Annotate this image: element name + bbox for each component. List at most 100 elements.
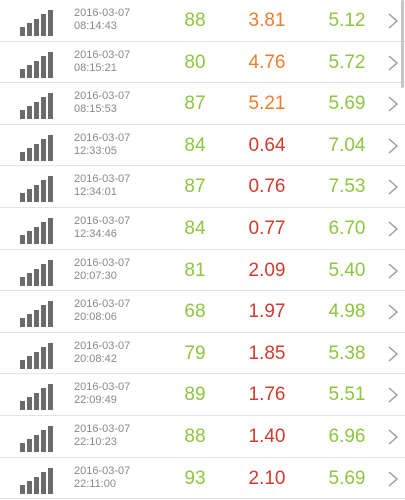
signal-strength-icon xyxy=(20,51,54,78)
chevron-right-icon[interactable] xyxy=(386,178,400,196)
date-text: 2016-03-07 xyxy=(74,339,131,352)
date-text: 2016-03-07 xyxy=(74,464,131,477)
signal-strength-icon xyxy=(20,217,54,244)
value-1: 88 xyxy=(184,425,206,447)
signal-strength-icon xyxy=(20,301,54,328)
value-1: 79 xyxy=(184,342,206,364)
signal-strength-icon xyxy=(20,134,54,161)
value-1: 87 xyxy=(184,176,206,198)
timestamp: 2016-03-07 08:15:53 xyxy=(74,90,130,116)
date-text: 2016-03-07 xyxy=(74,48,131,61)
value-2: 0.77 xyxy=(248,217,286,239)
chevron-right-icon[interactable] xyxy=(386,428,400,446)
value-1: 80 xyxy=(184,51,206,73)
signal-strength-icon xyxy=(20,384,54,411)
date-text: 2016-03-07 xyxy=(74,90,131,103)
date-text: 2016-03-07 xyxy=(74,422,131,435)
chevron-right-icon[interactable] xyxy=(386,95,400,113)
value-2: 1.85 xyxy=(248,342,286,364)
date-text: 2016-03-07 xyxy=(74,214,131,227)
value-1: 87 xyxy=(184,93,206,115)
scrollbar[interactable] xyxy=(401,0,404,88)
time-text: 08:15:21 xyxy=(74,61,117,74)
value-3: 6.70 xyxy=(328,217,366,239)
list-item[interactable]: 2016-03-07 12:33:05 84 0.64 7.04 xyxy=(0,125,405,167)
value-2: 3.81 xyxy=(248,10,286,31)
signal-strength-icon xyxy=(20,176,54,203)
chevron-right-icon[interactable] xyxy=(386,386,400,404)
value-3: 6.96 xyxy=(328,425,366,447)
value-1: 89 xyxy=(184,384,206,406)
value-3: 5.72 xyxy=(328,51,366,73)
timestamp: 2016-03-07 20:08:42 xyxy=(74,340,130,366)
time-text: 22:10:23 xyxy=(74,435,117,448)
timestamp: 2016-03-07 12:34:01 xyxy=(74,173,130,199)
time-text: 12:33:05 xyxy=(74,144,117,157)
list-item[interactable]: 2016-03-07 08:14:43 88 3.81 5.12 xyxy=(0,0,405,42)
date-text: 2016-03-07 xyxy=(74,298,131,311)
timestamp: 2016-03-07 08:15:21 xyxy=(74,49,130,75)
value-3: 4.98 xyxy=(328,301,366,323)
time-text: 08:15:53 xyxy=(74,103,117,116)
value-2: 2.10 xyxy=(248,467,286,489)
time-text: 08:14:43 xyxy=(74,20,117,32)
value-3: 5.38 xyxy=(328,342,366,364)
date-text: 2016-03-07 xyxy=(74,7,131,19)
list-item[interactable]: 2016-03-07 20:08:06 68 1.97 4.98 xyxy=(0,291,405,333)
list-item[interactable]: 2016-03-07 20:07:30 81 2.09 5.40 xyxy=(0,250,405,292)
chevron-right-icon[interactable] xyxy=(386,220,400,238)
value-3: 5.69 xyxy=(328,467,366,489)
list-item[interactable]: 2016-03-07 08:15:53 87 5.21 5.69 xyxy=(0,83,405,125)
date-text: 2016-03-07 xyxy=(74,381,131,394)
time-text: 22:11:00 xyxy=(74,477,117,490)
value-1: 68 xyxy=(184,301,206,323)
timestamp: 2016-03-07 22:10:23 xyxy=(74,423,130,449)
value-3: 5.51 xyxy=(328,384,366,406)
value-3: 7.04 xyxy=(328,134,366,156)
value-2: 0.64 xyxy=(248,134,286,156)
value-2: 1.40 xyxy=(248,425,286,447)
time-text: 20:07:30 xyxy=(74,269,117,282)
list-item[interactable]: 2016-03-07 20:08:42 79 1.85 5.38 xyxy=(0,333,405,375)
time-text: 20:08:42 xyxy=(74,352,117,365)
value-2: 0.76 xyxy=(248,176,286,198)
list-item[interactable]: 2016-03-07 12:34:46 84 0.77 6.70 xyxy=(0,208,405,250)
value-2: 2.09 xyxy=(248,259,286,281)
chevron-right-icon[interactable] xyxy=(386,12,400,30)
signal-strength-icon xyxy=(20,342,54,369)
chevron-right-icon[interactable] xyxy=(386,262,400,280)
chevron-right-icon[interactable] xyxy=(386,303,400,321)
list-item[interactable]: 2016-03-07 22:10:23 88 1.40 6.96 xyxy=(0,416,405,458)
chevron-right-icon[interactable] xyxy=(386,137,400,155)
list-item[interactable]: 2016-03-07 12:34:01 87 0.76 7.53 xyxy=(0,166,405,208)
signal-strength-icon xyxy=(20,93,54,120)
signal-strength-icon xyxy=(20,259,54,286)
value-1: 84 xyxy=(184,217,206,239)
value-1: 81 xyxy=(184,259,206,281)
signal-strength-icon xyxy=(20,10,54,36)
signal-strength-icon xyxy=(20,467,54,494)
timestamp: 2016-03-07 20:07:30 xyxy=(74,257,130,283)
date-text: 2016-03-07 xyxy=(74,131,131,144)
date-text: 2016-03-07 xyxy=(74,256,131,269)
list-item[interactable]: 2016-03-07 08:15:21 80 4.76 5.72 xyxy=(0,42,405,84)
date-text: 2016-03-07 xyxy=(74,173,131,186)
chevron-right-icon[interactable] xyxy=(386,470,400,488)
timestamp: 2016-03-07 22:09:49 xyxy=(74,381,130,407)
time-text: 12:34:01 xyxy=(74,186,117,199)
value-2: 5.21 xyxy=(248,93,286,115)
list-item[interactable]: 2016-03-07 22:09:49 89 1.76 5.51 xyxy=(0,374,405,416)
chevron-right-icon[interactable] xyxy=(386,54,400,72)
value-1: 84 xyxy=(184,134,206,156)
value-3: 7.53 xyxy=(328,176,366,198)
value-2: 1.76 xyxy=(248,384,286,406)
list-item[interactable]: 2016-03-07 22:11:00 93 2.10 5.69 xyxy=(0,458,405,500)
timestamp: 2016-03-07 12:33:05 xyxy=(74,132,130,158)
time-text: 20:08:06 xyxy=(74,311,117,324)
value-3: 5.40 xyxy=(328,259,366,281)
time-text: 12:34:46 xyxy=(74,227,117,240)
timestamp: 2016-03-07 08:14:43 xyxy=(74,7,130,33)
timestamp: 2016-03-07 22:11:00 xyxy=(74,465,130,491)
chevron-right-icon[interactable] xyxy=(386,345,400,363)
